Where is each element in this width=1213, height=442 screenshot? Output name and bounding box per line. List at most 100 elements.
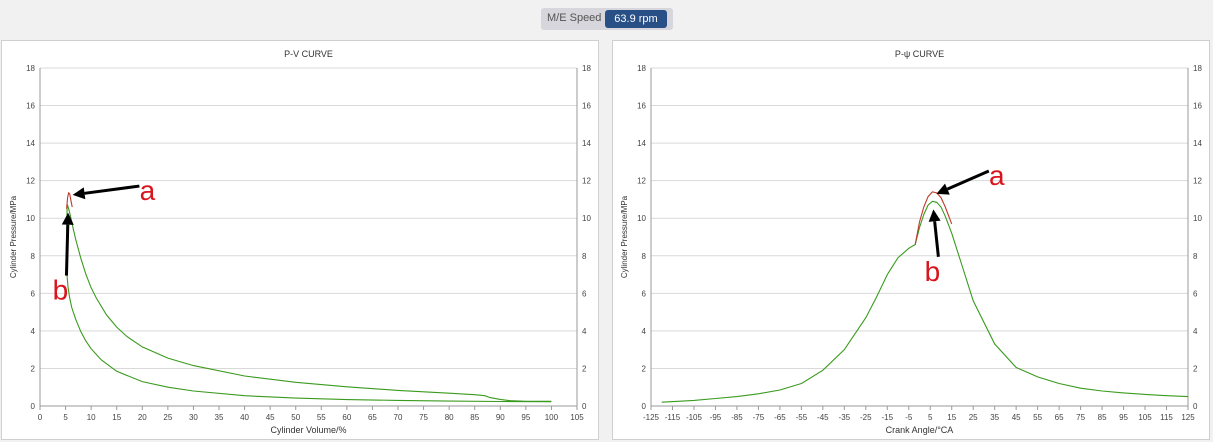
x-tick-label: 35 <box>990 413 999 422</box>
annotation-arrow-shaft <box>64 224 70 276</box>
y2-tick-label: 12 <box>1193 177 1202 186</box>
x-tick-label: 60 <box>342 413 351 422</box>
y2-tick-label: 14 <box>582 139 591 148</box>
y-tick-label: 18 <box>26 64 35 73</box>
x-tick-label: 65 <box>1055 413 1064 422</box>
x-tick-label: 100 <box>545 413 559 422</box>
chart-title: P-ψ CURVE <box>895 49 944 59</box>
x-tick-label: 115 <box>1160 413 1173 422</box>
x-tick-label: -75 <box>753 413 765 422</box>
annotation-label-a: a <box>989 160 1005 191</box>
x-axis-label: Crank Angle/°CA <box>886 425 954 435</box>
x-tick-label: 30 <box>189 413 198 422</box>
y-tick-label: 16 <box>637 102 646 111</box>
x-tick-label: 15 <box>112 413 121 422</box>
x-axis-label: Cylinder Volume/% <box>270 425 346 435</box>
x-tick-label: -35 <box>839 413 851 422</box>
y2-tick-label: 12 <box>582 177 591 186</box>
me-speed-label: M/E Speed <box>547 12 602 24</box>
x-tick-label: 25 <box>163 413 172 422</box>
x-tick-label: -85 <box>731 413 743 422</box>
annotation-label-b: b <box>925 256 941 287</box>
x-tick-label: 95 <box>521 413 530 422</box>
x-tick-label: -55 <box>796 413 808 422</box>
x-tick-label: 95 <box>1119 413 1128 422</box>
y2-tick-label: 16 <box>582 102 591 111</box>
x-tick-label: 80 <box>445 413 454 422</box>
x-tick-label: 45 <box>1012 413 1021 422</box>
pv-curve-panel: 0 0 2 2 4 4 6 6 8 8 10 10 12 12 14 14 16 16 18 18 0 5 10 15 20 25… <box>1 40 599 440</box>
annotation-arrow-head <box>61 212 74 225</box>
x-tick-label: -105 <box>686 413 703 422</box>
x-tick-label: 45 <box>266 413 275 422</box>
x-tick-label: 0 <box>38 413 43 422</box>
p-psi-curve-panel: 0 0 2 2 4 4 6 6 8 8 10 10 12 12 14 14 16 16 18 18 -125 -115 -1… <box>612 40 1210 440</box>
x-tick-label: 105 <box>570 413 584 422</box>
y2-tick-label: 4 <box>582 327 587 336</box>
y-tick-label: 18 <box>637 64 646 73</box>
x-tick-label: 85 <box>1098 413 1107 422</box>
y-tick-label: 2 <box>642 364 647 373</box>
x-tick-label: 25 <box>969 413 978 422</box>
x-tick-label: -65 <box>774 413 786 422</box>
x-tick-label: -115 <box>665 413 681 422</box>
annotation-arrow-head <box>928 209 941 222</box>
y2-tick-label: 8 <box>1193 252 1198 261</box>
y2-tick-label: 0 <box>582 402 587 411</box>
annotation-arrow-head <box>936 183 950 195</box>
y2-tick-label: 2 <box>582 364 587 373</box>
y-tick-label: 0 <box>642 402 647 411</box>
y2-tick-label: 4 <box>1193 327 1198 336</box>
annotation-arrow-shaft <box>84 184 140 195</box>
y2-tick-label: 18 <box>1193 64 1202 73</box>
annotation-label-a: a <box>140 175 156 206</box>
y-tick-label: 10 <box>26 214 35 223</box>
y-tick-label: 8 <box>642 252 647 261</box>
y-tick-label: 12 <box>26 177 35 186</box>
y2-tick-label: 2 <box>1193 364 1198 373</box>
annotation-arrow-shaft <box>946 169 990 191</box>
series-line-0 <box>661 200 1189 403</box>
x-tick-label: 65 <box>368 413 377 422</box>
x-tick-label: 90 <box>496 413 505 422</box>
x-tick-label: -125 <box>643 413 660 422</box>
y2-tick-label: 8 <box>582 252 587 261</box>
x-tick-label: 10 <box>87 413 96 422</box>
y2-tick-label: 10 <box>1193 214 1202 223</box>
series-line-1 <box>914 191 953 245</box>
y-tick-label: 4 <box>642 327 647 336</box>
me-speed-value: 63.9 rpm <box>605 10 667 28</box>
y-tick-label: 12 <box>637 177 646 186</box>
y2-tick-label: 18 <box>582 64 591 73</box>
x-tick-label: 85 <box>470 413 479 422</box>
x-tick-label: 55 <box>1033 413 1042 422</box>
annotation-arrow-shaft <box>933 221 940 257</box>
x-tick-label: 125 <box>1181 413 1195 422</box>
y2-tick-label: 0 <box>1193 402 1198 411</box>
y-axis-label: Cylinder Pressure/MPa <box>620 195 629 278</box>
annotation-arrow-head <box>72 187 86 200</box>
x-tick-label: 40 <box>240 413 249 422</box>
x-tick-label: 75 <box>419 413 428 422</box>
x-tick-label: 20 <box>138 413 147 422</box>
y-tick-label: 0 <box>31 402 36 411</box>
x-tick-label: -15 <box>881 413 893 422</box>
y2-tick-label: 10 <box>582 214 591 223</box>
y-tick-label: 8 <box>31 252 36 261</box>
y-tick-label: 14 <box>26 139 35 148</box>
y-tick-label: 14 <box>637 139 646 148</box>
x-tick-label: -95 <box>710 413 722 422</box>
y-tick-label: 2 <box>31 364 36 373</box>
x-tick-label: 50 <box>291 413 300 422</box>
x-tick-label: 55 <box>317 413 326 422</box>
y2-tick-label: 14 <box>1193 139 1202 148</box>
chart-title: P-V CURVE <box>284 49 333 59</box>
x-tick-label: 5 <box>63 413 68 422</box>
x-tick-label: 75 <box>1076 413 1085 422</box>
series-line-1 <box>66 191 73 209</box>
x-tick-label: -45 <box>817 413 829 422</box>
annotation-label-b: b <box>53 275 69 306</box>
series-line-0 <box>66 203 552 403</box>
y2-tick-label: 6 <box>582 289 587 298</box>
